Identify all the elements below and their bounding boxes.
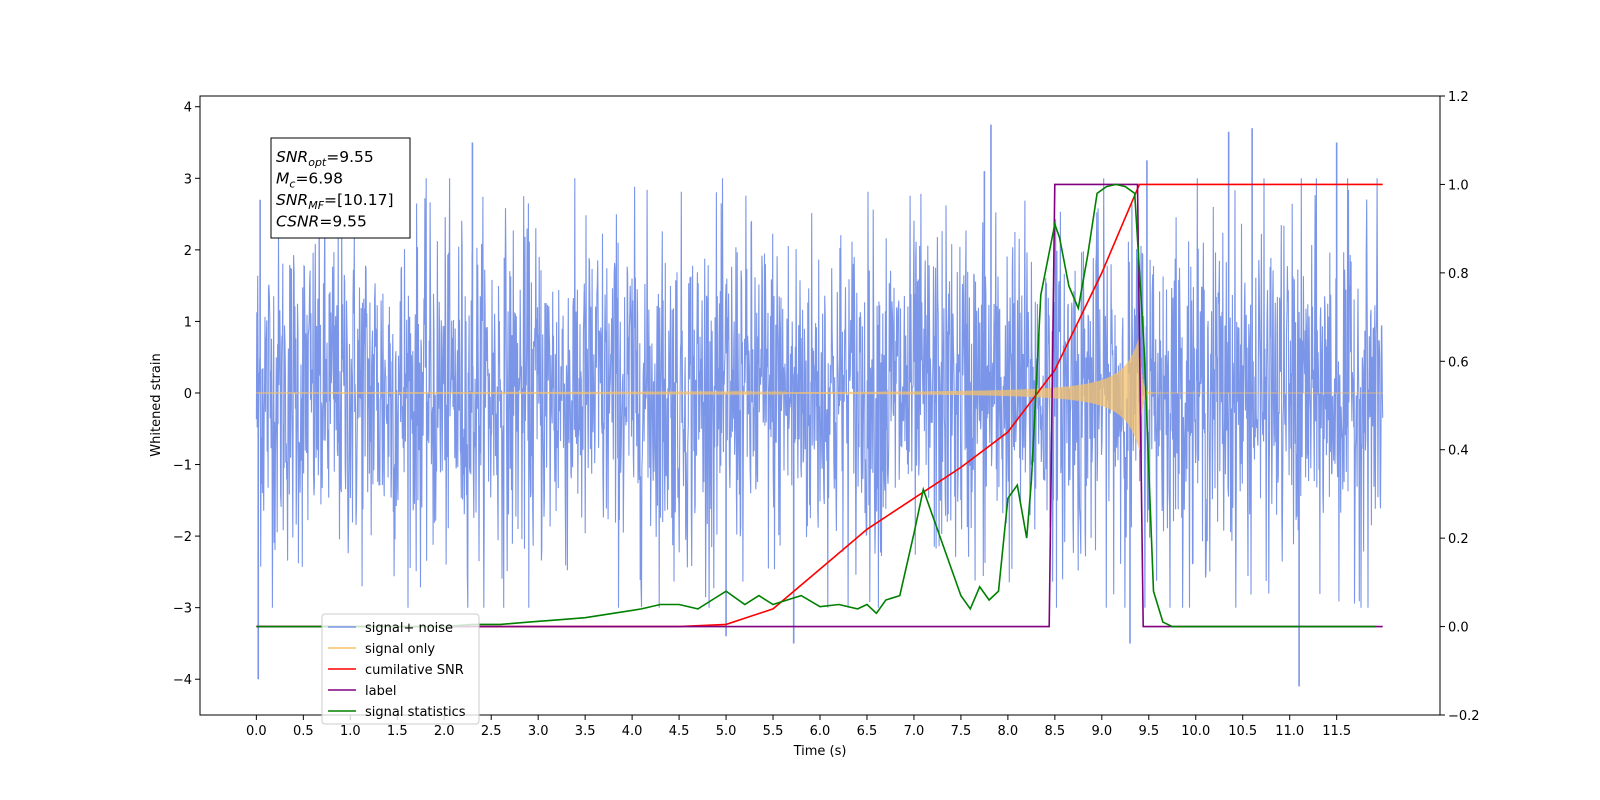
y-axis-right: −0.2 0.0 0.2 0.4 0.6 0.8 1.0 1.2 [1440, 90, 1480, 724]
legend: signal+ noise signal only cumilative SNR la… [321, 613, 480, 725]
x-tick-label: 4.5 [669, 724, 690, 739]
y-tick-label: 3 [184, 172, 192, 187]
x-tick-label: 8.5 [1045, 724, 1066, 739]
legend-label: signal+ noise [365, 621, 453, 636]
y-tick-label: −1 [173, 459, 192, 474]
series-signal-statistics [256, 183, 1377, 628]
x-tick-label: 0.0 [246, 724, 267, 739]
y2-tick-label: 0.2 [1448, 532, 1469, 547]
x-tick-label: 10.5 [1228, 724, 1257, 739]
y-tick-label: −2 [173, 530, 192, 545]
x-tick-label: 6.5 [857, 724, 878, 739]
x-tick-label: 9.0 [1091, 724, 1112, 739]
x-tick-label: 1.0 [340, 724, 361, 739]
series-layer [255, 124, 1384, 687]
x-tick-label: 10.0 [1181, 724, 1210, 739]
x-tick-label: 4.0 [622, 724, 643, 739]
y2-tick-label: −0.2 [1448, 709, 1480, 724]
annotation-line: CSNR=9.55 [276, 213, 367, 231]
x-tick-label: 5.0 [716, 724, 737, 739]
x-tick-label: 3.0 [528, 724, 549, 739]
y-tick-label: 2 [184, 244, 192, 259]
series-signal-only [256, 337, 1383, 450]
y2-tick-label: 0.4 [1448, 444, 1469, 459]
x-axis-label: Time (s) [793, 744, 847, 759]
y2-tick-label: 0.8 [1448, 267, 1469, 282]
x-tick-label: 0.5 [293, 724, 314, 739]
x-tick-label: 1.5 [387, 724, 408, 739]
annotation-line: SNRMF=[10.17] [276, 191, 394, 212]
annotation-line: Mc=6.98 [276, 170, 343, 191]
series-cumilative-snr [256, 183, 1383, 628]
legend-label: signal statistics [365, 705, 466, 720]
y-tick-label: 0 [184, 387, 192, 402]
x-tick-label: 9.5 [1138, 724, 1159, 739]
x-tick-label: 7.0 [904, 724, 925, 739]
annotation-line: SNRopt=9.55 [276, 148, 374, 169]
x-tick-label: 7.5 [951, 724, 972, 739]
x-tick-label: 11.5 [1322, 724, 1351, 739]
y2-tick-label: 1.2 [1448, 90, 1469, 105]
y-tick-label: −3 [173, 602, 192, 617]
legend-label: cumilative SNR [365, 663, 464, 678]
legend-frame [321, 613, 480, 725]
series-signal-noise [255, 178, 1384, 608]
x-tick-label: 8.0 [998, 724, 1019, 739]
x-tick-label: 2.5 [481, 724, 502, 739]
y-tick-label: 1 [184, 315, 192, 330]
x-tick-label: 3.5 [575, 724, 596, 739]
y-tick-label: −4 [173, 673, 192, 688]
y2-tick-label: 0.6 [1448, 355, 1469, 370]
y2-tick-label: 0.0 [1448, 621, 1469, 636]
x-tick-label: 11.0 [1275, 724, 1304, 739]
x-tick-label: 5.5 [763, 724, 784, 739]
x-axis: 0.0 0.5 1.0 1.5 2.0 2.5 3.0 3.5 4.0 4.5 5.0 5.5 6.0 6… [246, 715, 1351, 739]
x-tick-label: 2.0 [434, 724, 455, 739]
x-tick-label: 6.0 [810, 724, 831, 739]
y-tick-label: 4 [184, 101, 192, 116]
legend-label: label [365, 684, 396, 699]
y-axis-left: −4 −3 −2 −1 0 1 2 3 4 [173, 101, 200, 688]
y2-tick-label: 1.0 [1448, 178, 1469, 193]
annotation-frame [270, 137, 411, 239]
y-axis-label: Whitened strain [149, 353, 164, 456]
legend-label: signal only [365, 642, 435, 657]
